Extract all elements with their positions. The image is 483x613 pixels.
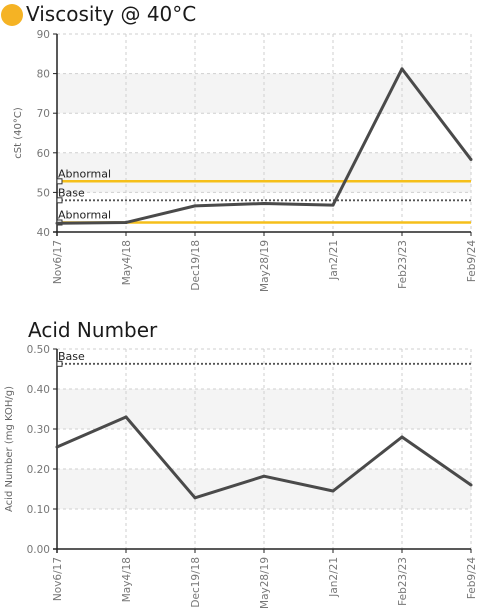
acid-number-ref-marker (56, 360, 63, 367)
viscosity-data-point (469, 158, 473, 162)
viscosity-plot: 40 50 60 70 80 90 Nov6/17 May4/18 Dec19/18 May28/… (13, 29, 478, 292)
viscosity-ref-label: Abnormal (58, 208, 111, 221)
viscosity-ref-label: Base (58, 186, 85, 199)
viscosity-ref-marker (56, 197, 63, 204)
acid-number-xtick-label: May28/19 (259, 557, 271, 609)
viscosity-y-axis-label: cSt (40°C) (13, 107, 24, 159)
viscosity-ref-label: Abnormal (58, 167, 111, 180)
viscosity-xtick-label: May4/18 (121, 240, 133, 285)
acid-number-data-point (331, 489, 335, 493)
acid-number-xtick-label: Feb23/23 (397, 557, 409, 606)
viscosity-legend-dot-icon (1, 4, 23, 26)
viscosity-xtick-label: Jan2/21 (328, 240, 340, 281)
acid-number-ytick-label: 0.20 (27, 464, 50, 476)
viscosity-xtick-label: Nov6/17 (52, 240, 64, 284)
acid-number-data-point (262, 474, 266, 478)
viscosity-xtick-label: Feb23/23 (397, 240, 409, 289)
viscosity-data-point (124, 220, 128, 224)
acid-number-data-point (400, 435, 404, 439)
acid-number-ytick-label: 0.00 (27, 544, 50, 556)
acid-number-data-point (193, 496, 197, 500)
acid-number-ref-label: Base (58, 350, 85, 363)
acid-number-xtick-label: Feb9/24 (466, 557, 478, 599)
viscosity-data-point (262, 201, 266, 205)
viscosity-ytick-label: 90 (37, 29, 50, 41)
acid-number-xtick-label: May4/18 (121, 557, 133, 602)
viscosity-ytick-label: 80 (37, 69, 50, 81)
viscosity-xtick-label: Dec19/18 (190, 240, 202, 291)
viscosity-chart-title: Viscosity @ 40°C (26, 2, 197, 26)
viscosity-chart: Viscosity @ 40°C 40 50 60 70 80 90 Nov6/17 May4… (0, 0, 483, 300)
acid-number-data-point (469, 483, 473, 487)
viscosity-ytick-label: 70 (37, 108, 50, 120)
acid-number-chart-title: Acid Number (28, 318, 158, 342)
acid-number-data-point (124, 415, 128, 419)
acid-number-ytick-label: 0.50 (27, 344, 50, 356)
acid-number-plot: 0.00 0.10 0.20 0.30 0.40 0.50 Nov6/17 May4/18 De… (4, 344, 478, 609)
viscosity-data-point (331, 203, 335, 207)
viscosity-data-point (193, 204, 197, 208)
acid-number-ytick-label: 0.10 (27, 504, 50, 516)
acid-number-y-axis-label: Acid Number (mg KOH/g) (4, 386, 15, 512)
acid-number-ytick-label: 0.40 (27, 384, 50, 396)
acid-number-xtick-label: Dec19/18 (190, 557, 202, 608)
viscosity-xtick-label: Feb9/24 (466, 240, 478, 282)
viscosity-ref-marker (56, 178, 63, 185)
viscosity-ytick-label: 50 (37, 187, 50, 199)
acid-number-chart: Acid Number 0.00 0.10 0.20 0.30 0.40 0.50 Nov6… (0, 310, 483, 613)
acid-number-xtick-label: Jan2/21 (328, 557, 340, 598)
viscosity-xtick-label: May28/19 (259, 240, 271, 292)
acid-number-ytick-label: 0.30 (27, 424, 50, 436)
viscosity-data-point (55, 221, 59, 225)
acid-number-xtick-label: Nov6/17 (52, 557, 64, 601)
viscosity-ytick-label: 40 (37, 227, 50, 239)
acid-number-data-point (55, 445, 59, 449)
viscosity-ytick-label: 60 (37, 148, 50, 160)
viscosity-data-point (400, 67, 404, 71)
